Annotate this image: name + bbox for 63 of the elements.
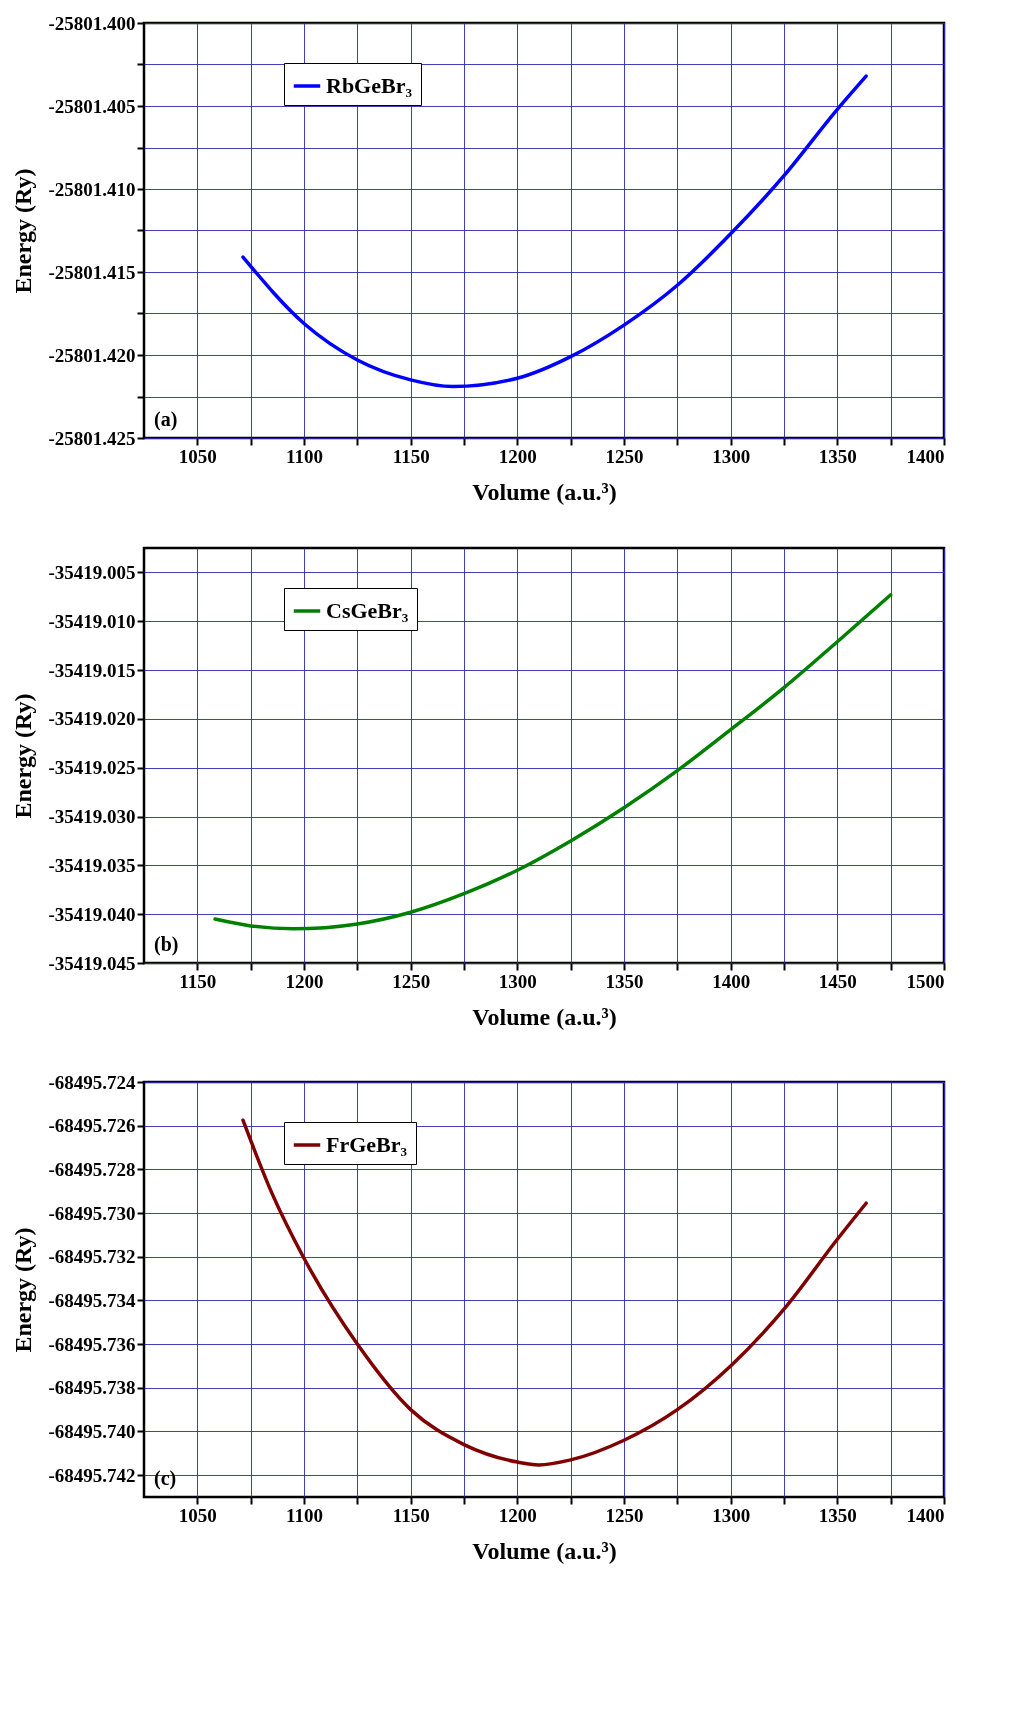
y-tick-label: -68495.734 xyxy=(48,1289,136,1311)
x-tick-label: 1350 xyxy=(818,1504,857,1526)
y-tick-label: -68495.724 xyxy=(48,1071,136,1093)
y-tick-label: -35419.045 xyxy=(48,952,136,974)
x-tick-label: 1450 xyxy=(818,970,857,992)
y-tick-label: -25801.420 xyxy=(48,344,136,366)
y-axis-title: Energy (Ry) xyxy=(10,693,37,819)
x-tick-label: 1400 xyxy=(712,970,751,992)
y-tick-label: -35419.040 xyxy=(48,903,136,925)
x-tick-label: 1300 xyxy=(498,970,537,992)
line-series xyxy=(241,74,868,389)
x-tick-label: 1100 xyxy=(286,1504,323,1526)
x-tick-label: 1500 xyxy=(906,970,945,992)
y-tick-label: -25801.410 xyxy=(48,178,136,200)
y-tick-label: -68495.740 xyxy=(48,1420,136,1442)
x-tick-label: 1100 xyxy=(286,445,323,467)
y-tick-label: -35419.035 xyxy=(48,854,136,876)
annotation: (b) xyxy=(154,933,179,956)
x-tick-label: 1300 xyxy=(712,445,751,467)
y-tick-label: -68495.736 xyxy=(48,1333,136,1355)
y-tick-label: -35419.025 xyxy=(48,757,136,779)
x-tick-label: 1250 xyxy=(392,970,431,992)
y-tick-label: -25801.425 xyxy=(48,427,136,449)
x-tick-label: 1150 xyxy=(392,445,430,467)
y-tick-label: -35419.005 xyxy=(48,561,136,583)
x-tick-label: 1150 xyxy=(179,970,217,992)
x-tick-label: 1200 xyxy=(498,445,537,467)
y-tick-label: -25801.400 xyxy=(48,12,136,34)
x-tick-label: 1150 xyxy=(392,1504,430,1526)
x-axis-title: Volume (a.u.³) xyxy=(472,1003,617,1030)
y-axis-title: Energy (Ry) xyxy=(10,1227,37,1353)
y-tick-label: -68495.732 xyxy=(48,1246,136,1268)
legend-label: FrGeBr₃ xyxy=(326,1132,408,1157)
y-tick-label: -68495.738 xyxy=(48,1377,136,1399)
x-axis-title: Volume (a.u.³) xyxy=(472,478,617,505)
x-tick-label: 1200 xyxy=(498,1504,537,1526)
x-tick-label: 1050 xyxy=(178,1504,217,1526)
y-tick-label: -35419.020 xyxy=(48,708,136,730)
x-tick-label: 1350 xyxy=(818,445,857,467)
y-tick-label: -25801.405 xyxy=(48,95,136,117)
x-tick-label: 1300 xyxy=(712,1504,751,1526)
y-tick-label: -25801.415 xyxy=(48,261,136,283)
y-tick-label: -68495.728 xyxy=(48,1158,136,1180)
annotation: (a) xyxy=(154,408,178,431)
y-tick-label: -68495.742 xyxy=(48,1464,136,1486)
y-axis-title: Energy (Ry) xyxy=(10,168,37,294)
y-tick-label: -35419.015 xyxy=(48,659,136,681)
x-axis-title: Volume (a.u.³) xyxy=(472,1537,617,1564)
x-tick-label: 1250 xyxy=(605,1504,644,1526)
line-series xyxy=(213,593,893,931)
x-tick-label: 1050 xyxy=(178,445,217,467)
y-tick-label: -35419.030 xyxy=(48,806,136,828)
x-tick-label: 1250 xyxy=(605,445,644,467)
legend-label: RbGeBr₃ xyxy=(326,73,413,98)
x-tick-label: 1200 xyxy=(285,970,324,992)
x-tick-label: 1400 xyxy=(906,1504,945,1526)
line-series xyxy=(241,1118,868,1467)
x-tick-label: 1400 xyxy=(906,445,945,467)
y-tick-label: -68495.730 xyxy=(48,1202,136,1224)
x-tick-label: 1350 xyxy=(605,970,644,992)
legend-label: CsGeBr₃ xyxy=(326,598,409,623)
y-tick-label: -35419.010 xyxy=(48,610,136,632)
y-tick-label: -68495.726 xyxy=(48,1115,136,1137)
